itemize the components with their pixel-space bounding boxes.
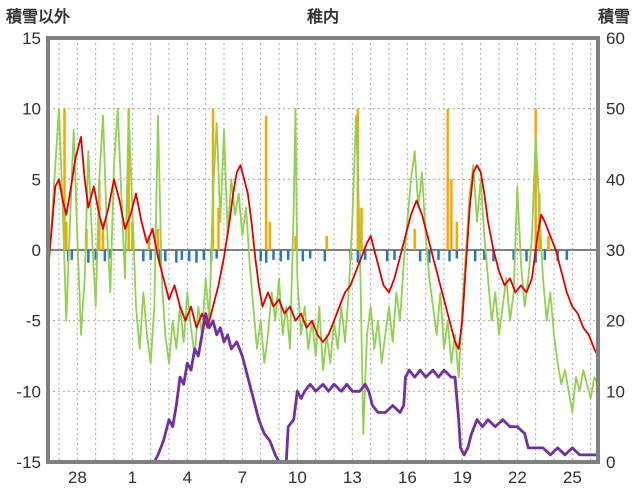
orange-bars [65,221,68,250]
blue-bars [109,250,112,259]
blue-bars [175,250,178,263]
blue-bars [259,250,262,262]
red-line [47,136,599,357]
orange-bars [268,221,272,250]
x-axis-tick-label: 1 [128,468,137,487]
blue-bars [279,250,283,262]
left-axis-tick-label: -10 [16,382,41,401]
blue-bars [195,250,198,263]
orange-bars [534,108,537,251]
blue-bars [187,250,191,262]
blue-bars [272,250,275,260]
blue-bars [356,250,360,263]
x-axis-tick-label: 13 [343,468,362,487]
right-axis-tick-label: 20 [606,312,625,331]
blue-bars [418,250,422,262]
orange-bars [325,235,328,250]
right-axis-tick-label: 0 [606,453,615,472]
blue-bars [483,250,486,260]
blue-bars [215,250,218,259]
x-axis-tick-label: 16 [398,468,417,487]
left-axis-tick-label: 0 [32,241,41,260]
x-axis-tick-label: 7 [238,468,247,487]
left-axis-tick-label: -5 [26,312,41,331]
x-axis-tick-label: 10 [288,468,307,487]
right-axis-tick-label: 30 [606,241,625,260]
right-axis-tick-label: 40 [606,170,625,189]
blue-bars [565,250,569,260]
chart-title: 稚内 [306,9,340,26]
blue-bars [437,250,440,260]
orange-bars [264,115,268,250]
blue-bars [473,250,477,262]
blue-bars [94,250,97,260]
blue-bars [492,250,495,262]
x-axis-tick-label: 4 [183,468,192,487]
orange-bars [101,221,105,250]
purple-line [46,312,600,464]
orange-bars [446,108,449,251]
blue-bars [512,250,515,260]
blue-bars [323,250,327,262]
blue-bars [363,250,367,260]
orange-bars [413,228,416,250]
blue-bars [142,250,145,262]
blue-bars [448,250,451,262]
x-axis-tick-label: 25 [563,468,582,487]
blue-bars [385,250,389,262]
blue-bars [455,250,459,259]
left-axis-tick-label: -15 [16,453,41,472]
right-axis-tick-label: 60 [606,29,625,48]
blue-bars [308,250,312,259]
orange-bars [450,179,453,250]
orange-bars [455,221,459,250]
orange-bars [156,228,160,250]
orange-bars [63,108,66,251]
blue-bars [543,250,547,260]
orange-bars [147,235,151,250]
blue-bars [301,250,305,262]
x-axis-tick-label: 28 [68,468,87,487]
orange-bars [360,207,363,250]
orange-bars [547,235,550,250]
blue-bars [180,250,184,260]
blue-bars [87,250,90,263]
right-axis-tick-label: 10 [606,382,625,401]
blue-bars [158,250,162,265]
x-axis-tick-label: 22 [508,468,527,487]
plot-frame [46,36,600,464]
blue-bars [70,250,74,260]
blue-bars [202,250,206,260]
orange-bars [217,207,220,250]
right-axis-tick-label: 50 [606,100,625,119]
x-axis-tick-label: 19 [453,468,472,487]
blue-bars [149,250,152,260]
blue-bars [428,250,431,263]
blue-bars [103,250,107,262]
blue-bars [286,250,290,260]
left-axis-title: 積雪以外 [6,9,71,26]
orange-bars [294,235,297,250]
orange-bars [127,108,130,251]
left-axis-tick-label: 15 [22,29,41,48]
blue-bars [525,250,528,262]
orange-bars [131,221,134,250]
blue-bars [393,250,396,260]
left-axis-tick-label: 10 [22,100,41,119]
left-axis-tick-label: 5 [32,170,41,189]
blue-bars [264,250,268,263]
right-axis-title: 積雪 [597,9,630,26]
blue-bars [164,250,167,262]
